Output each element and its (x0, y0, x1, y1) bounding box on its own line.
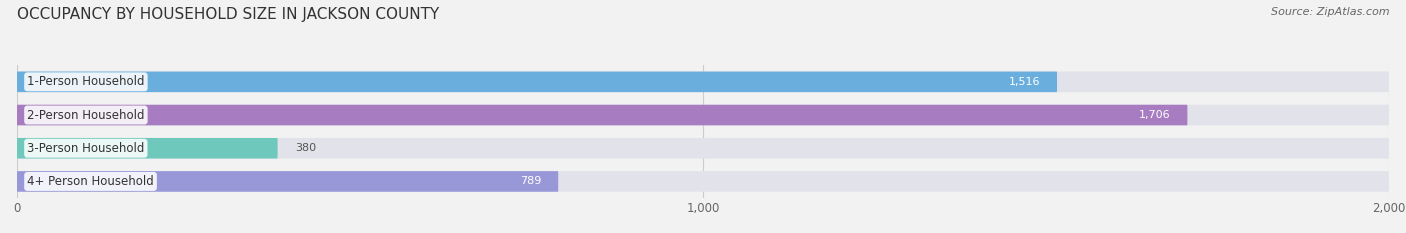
Text: OCCUPANCY BY HOUSEHOLD SIZE IN JACKSON COUNTY: OCCUPANCY BY HOUSEHOLD SIZE IN JACKSON C… (17, 7, 439, 22)
FancyBboxPatch shape (17, 138, 277, 158)
Text: 380: 380 (295, 143, 316, 153)
FancyBboxPatch shape (17, 72, 1389, 92)
Text: 4+ Person Household: 4+ Person Household (27, 175, 153, 188)
FancyBboxPatch shape (17, 138, 1389, 158)
Text: 789: 789 (520, 176, 541, 186)
Text: Source: ZipAtlas.com: Source: ZipAtlas.com (1271, 7, 1389, 17)
FancyBboxPatch shape (17, 72, 1057, 92)
FancyBboxPatch shape (17, 105, 1389, 125)
FancyBboxPatch shape (17, 105, 1188, 125)
Text: 1,706: 1,706 (1139, 110, 1170, 120)
Text: 1,516: 1,516 (1008, 77, 1040, 87)
Text: 1-Person Household: 1-Person Household (27, 75, 145, 88)
Text: 3-Person Household: 3-Person Household (27, 142, 145, 155)
Text: 2-Person Household: 2-Person Household (27, 109, 145, 122)
FancyBboxPatch shape (17, 171, 1389, 192)
FancyBboxPatch shape (17, 171, 558, 192)
